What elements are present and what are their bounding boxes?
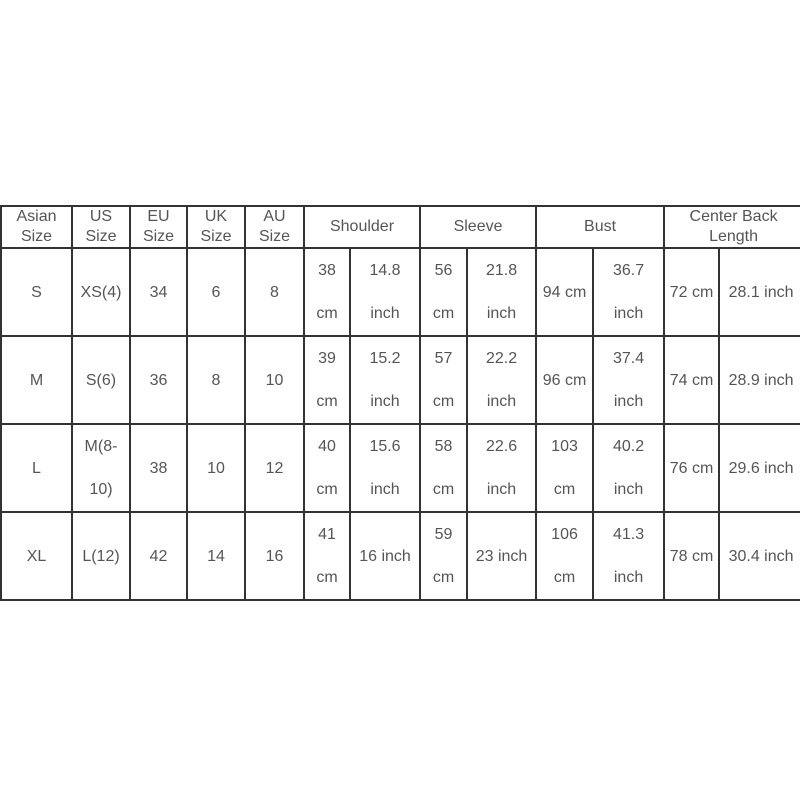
column-header: EU Size: [129, 205, 188, 249]
table-cell: XS(4): [71, 247, 131, 337]
table-cell: 59 cm: [419, 511, 469, 601]
table-cell: 36.7 inch: [592, 247, 666, 337]
table-cell: 21.8 inch: [466, 247, 538, 337]
table-cell: 28.1 inch: [718, 247, 800, 337]
column-header: Bust: [535, 205, 666, 249]
table-cell: 103 cm: [535, 423, 595, 513]
table-cell: 42: [129, 511, 188, 601]
table-cell: 76 cm: [663, 423, 721, 513]
column-header: Asian Size: [0, 205, 73, 249]
size-chart-table: Asian Size US Size EU Size UK Size AU Size Sh…: [0, 205, 800, 601]
table-cell: 38: [129, 423, 188, 513]
table-cell: 96 cm: [535, 335, 595, 425]
table-cell: 94 cm: [535, 247, 595, 337]
table-cell: 10: [186, 423, 246, 513]
table-cell: M(8- 10): [71, 423, 131, 513]
table-cell: 8: [186, 335, 246, 425]
table-cell: 28.9 inch: [718, 335, 800, 425]
table-cell: XL: [0, 511, 73, 601]
table-cell: 14.8 inch: [348, 247, 422, 337]
table-cell: 58 cm: [419, 423, 469, 513]
column-header: AU Size: [244, 205, 305, 249]
table-cell: 6: [186, 247, 246, 337]
column-header: UK Size: [186, 205, 246, 249]
table-cell: 40 cm: [303, 423, 351, 513]
table-cell: 37.4 inch: [592, 335, 666, 425]
column-header: US Size: [71, 205, 131, 249]
table-cell: M: [0, 335, 73, 425]
column-header: Center Back Length: [663, 205, 800, 249]
table-row: M S(6) 36 8 10 39 cm 15.2 inch 57 cm 22.2 inch 96…: [0, 335, 800, 425]
table-row: L M(8- 10) 38 10 12 40 cm 15.6 inch 58 cm 22.6 i…: [0, 423, 800, 513]
table-cell: 22.2 inch: [466, 335, 538, 425]
table-cell: 23 inch: [466, 511, 538, 601]
table-cell: 74 cm: [663, 335, 721, 425]
table-cell: 39 cm: [303, 335, 351, 425]
table-cell: 72 cm: [663, 247, 721, 337]
table-cell: 106 cm: [535, 511, 595, 601]
table-cell: 10: [244, 335, 305, 425]
table-cell: 38 cm: [303, 247, 351, 337]
table-cell: 22.6 inch: [466, 423, 538, 513]
table-cell: 36: [129, 335, 188, 425]
table-cell: 57 cm: [419, 335, 469, 425]
table-cell: 40.2 inch: [592, 423, 666, 513]
table-cell: 34: [129, 247, 188, 337]
table-cell: 29.6 inch: [718, 423, 800, 513]
table-cell: 12: [244, 423, 305, 513]
table-cell: 16 inch: [348, 511, 422, 601]
table-cell: 8: [244, 247, 305, 337]
header-row: Asian Size US Size EU Size UK Size AU Size Sh…: [0, 205, 800, 249]
table-cell: 14: [186, 511, 246, 601]
column-header: Sleeve: [419, 205, 538, 249]
table-cell: L: [0, 423, 73, 513]
table-cell: S(6): [71, 335, 131, 425]
table-cell: 78 cm: [663, 511, 721, 601]
table-cell: 15.2 inch: [348, 335, 422, 425]
table-row: XL L(12) 42 14 16 41 cm 16 inch 59 cm 23 inch 106…: [0, 511, 800, 601]
table-cell: 41.3 inch: [592, 511, 666, 601]
table-cell: S: [0, 247, 73, 337]
table-cell: L(12): [71, 511, 131, 601]
table-cell: 15.6 inch: [348, 423, 422, 513]
table-cell: 56 cm: [419, 247, 469, 337]
table-cell: 16: [244, 511, 305, 601]
column-header: Shoulder: [302, 205, 422, 249]
table-cell: 30.4 inch: [718, 511, 800, 601]
table-cell: 41 cm: [303, 511, 351, 601]
table-row: S XS(4) 34 6 8 38 cm 14.8 inch 56 cm 21.8 inch 94…: [0, 247, 800, 337]
